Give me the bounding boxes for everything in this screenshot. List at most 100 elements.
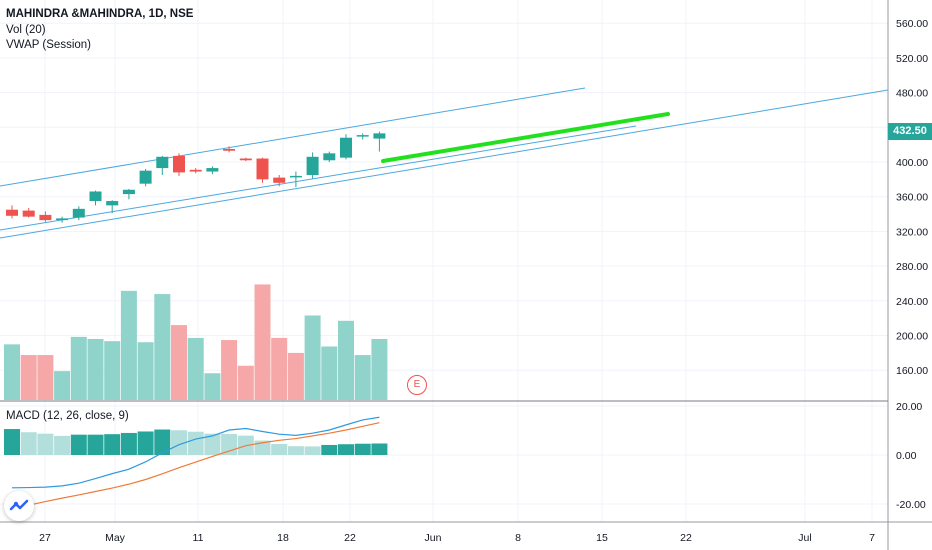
volume-bars	[4, 284, 388, 400]
candle-body	[223, 148, 236, 151]
time-tick-label: 22	[680, 532, 692, 544]
macd-histogram-bar	[304, 446, 321, 455]
macd-histogram-bar	[70, 434, 87, 455]
last-price-label: 432.50	[888, 123, 932, 140]
macd-histogram-bar	[54, 435, 71, 455]
volume-bar	[354, 355, 371, 400]
macd-indicator-label[interactable]: MACD (12, 26, close, 9)	[6, 410, 129, 422]
candle-body	[373, 133, 386, 139]
candle-body	[106, 201, 119, 206]
macd-histogram-bar	[287, 446, 304, 455]
macd-histogram-bar	[104, 434, 121, 455]
volume-bar	[321, 346, 338, 400]
candle-body	[56, 218, 69, 221]
time-tick-label: 11	[193, 532, 204, 544]
macd-histogram-bar	[154, 429, 171, 455]
macd-histogram-bar	[221, 433, 238, 455]
candle-body	[323, 153, 336, 161]
volume-bar	[287, 352, 304, 400]
macd-histogram-bar	[187, 431, 204, 455]
volume-bar	[104, 341, 121, 400]
candle-body	[356, 135, 369, 137]
time-tick-label: 7	[869, 532, 875, 544]
macd-histogram-bar	[321, 444, 338, 455]
macd-histogram-bar	[271, 443, 288, 455]
macd-histogram-bar	[371, 443, 388, 455]
volume-bar	[237, 365, 254, 400]
earnings-marker[interactable]: E	[407, 375, 427, 395]
volume-bar	[204, 373, 221, 400]
macd-histogram-bar	[254, 440, 271, 455]
macd-histogram-bar	[354, 443, 371, 455]
volume-bar	[4, 344, 20, 400]
candlesticks	[6, 131, 386, 223]
macd-histogram-bar	[20, 432, 37, 455]
price-tick-label: 240.00	[896, 296, 928, 308]
channel-upper-line	[0, 87, 586, 187]
macd-histogram-bar	[120, 432, 137, 455]
candle-body	[122, 189, 135, 195]
macd-tick-label: 20.00	[896, 401, 922, 413]
volume-bar	[221, 340, 238, 400]
candle-body	[72, 208, 85, 218]
time-tick-label: 27	[39, 532, 51, 544]
macd-histogram-bar	[37, 433, 54, 455]
candle-body	[289, 175, 302, 178]
price-tick-label: 200.00	[896, 331, 928, 343]
projection-line	[381, 112, 670, 163]
volume-indicator-label[interactable]: Vol (20)	[6, 24, 46, 36]
macd-signal-line	[11, 422, 380, 510]
macd-histogram-bar	[4, 429, 20, 455]
symbol-title[interactable]: MAHINDRA &MAHINDRA, 1D, NSE	[6, 8, 194, 20]
grid-lines	[0, 0, 888, 522]
price-tick-label: 480.00	[896, 88, 928, 100]
candle-body	[189, 169, 202, 172]
time-tick-label: 22	[344, 532, 356, 544]
volume-bar	[338, 320, 354, 400]
volume-bar	[371, 339, 388, 400]
price-tick-label: 360.00	[896, 192, 928, 204]
macd-pane	[4, 416, 388, 510]
volume-bar	[171, 325, 187, 400]
candle-body	[306, 156, 319, 176]
time-tick-label: 18	[277, 532, 289, 544]
time-axis[interactable]: 27 May 11 18 22 Jun 8 15 22 Jul 7	[39, 532, 875, 544]
candle-body	[256, 158, 269, 180]
price-axis[interactable]: 320.00360.00400.00440.00480.00520.00560.…	[896, 18, 928, 511]
macd-histogram-bar	[171, 430, 187, 455]
volume-bar	[254, 284, 271, 400]
volume-bar	[87, 339, 104, 400]
candle-body	[39, 214, 52, 221]
macd-histogram-bar	[204, 433, 221, 455]
volume-bar	[187, 337, 204, 400]
volume-bar	[120, 290, 137, 400]
time-tick-label: 15	[596, 532, 608, 544]
volume-bar	[304, 315, 321, 400]
macd-line	[11, 416, 380, 489]
price-tick-label: 560.00	[896, 18, 928, 30]
volume-bar	[137, 342, 154, 400]
candle-body	[156, 156, 169, 169]
candle-body	[139, 170, 152, 184]
channel-lower-line	[0, 89, 889, 239]
candle-body	[273, 177, 286, 183]
macd-histogram-bar	[87, 434, 104, 455]
price-tick-label: 320.00	[896, 226, 928, 238]
candle-body	[173, 155, 185, 173]
price-tick-label: 400.00	[896, 157, 928, 169]
volume-bar	[154, 294, 171, 400]
macd-tick-label: 0.00	[896, 450, 917, 462]
channel-middle-line	[0, 125, 637, 231]
tradingview-logo-icon	[9, 499, 29, 511]
volume-bar	[70, 336, 87, 400]
time-tick-label: Jul	[798, 532, 811, 544]
volume-bar	[54, 371, 71, 400]
candle-body	[239, 158, 252, 161]
trendlines	[0, 87, 889, 239]
candle-body	[6, 209, 18, 216]
tradingview-logo[interactable]	[4, 491, 34, 521]
vwap-indicator-label[interactable]: VWAP (Session)	[6, 39, 91, 51]
time-tick-label: Jun	[425, 532, 442, 544]
